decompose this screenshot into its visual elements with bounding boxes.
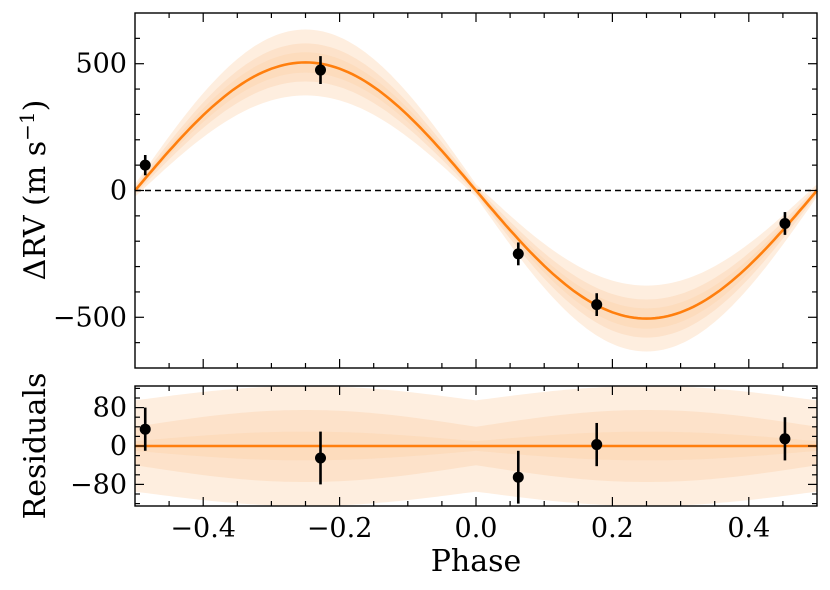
rv-ytick-label: 0 <box>110 176 127 207</box>
rv-ytick-label: −500 <box>53 302 127 333</box>
residual-ytick-label: 80 <box>93 393 127 424</box>
residual-point-4 <box>779 433 791 445</box>
residual-point-0 <box>139 423 151 435</box>
xtick-label: −0.2 <box>307 513 373 544</box>
rv-point-4 <box>779 217 791 229</box>
rv-axis-ticks <box>135 13 817 368</box>
residual-point-3 <box>591 439 603 451</box>
rv-y-tick-labels: 500 0 −500 <box>53 49 127 334</box>
rv-data-points <box>139 56 791 317</box>
rv-axes-frame <box>134 12 818 369</box>
residual-point-1 <box>315 452 327 464</box>
x-axis-label: Phase <box>431 544 522 579</box>
residual-y-tick-labels: 80 0 −80 <box>70 393 127 501</box>
rv-point-3 <box>591 299 603 311</box>
residual-axes-frame <box>134 385 818 507</box>
model-curve <box>134 61 818 320</box>
residual-point-2 <box>512 471 524 483</box>
residuals-y-axis-label: Residuals <box>18 373 53 520</box>
x-tick-labels: −0.4 −0.2 0.0 0.2 0.4 <box>170 513 770 544</box>
xtick-label: 0.0 <box>455 513 498 544</box>
residual-data-points <box>139 407 791 504</box>
xtick-label: 0.2 <box>591 513 634 544</box>
residual-ytick-label: 0 <box>110 431 127 462</box>
rv-ytick-label: 500 <box>75 49 127 80</box>
xtick-label: −0.4 <box>170 513 236 544</box>
xtick-label: 0.4 <box>727 513 770 544</box>
rv-point-2 <box>512 248 524 260</box>
residual-ytick-label: −80 <box>70 469 127 500</box>
residuals-panel: 80 0 −80 −0.4 −0.2 0.0 0.2 0.4 Residuals Phase <box>18 373 818 579</box>
rv-panel: 500 0 −500 ΔRV (m s−1) <box>15 12 818 369</box>
rv-point-1 <box>315 64 327 76</box>
residual-axis-ticks <box>135 386 817 506</box>
rv-point-0 <box>139 159 151 171</box>
rv-y-axis-label: ΔRV (m s−1) <box>15 100 53 281</box>
